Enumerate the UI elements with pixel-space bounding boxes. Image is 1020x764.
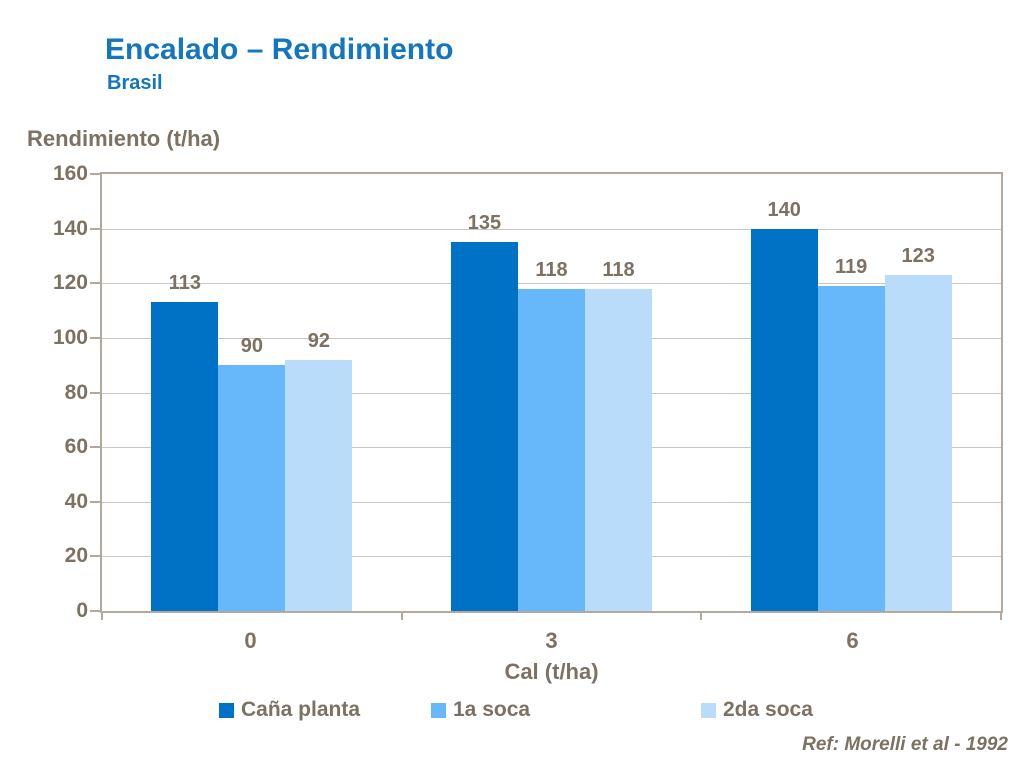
y-axis-ticks <box>90 172 100 613</box>
x-axis-ticks <box>100 613 1003 620</box>
bar-value-label: 123 <box>901 245 935 268</box>
bar-group: 113 90 92 <box>102 174 402 611</box>
y-tick-mark <box>90 446 100 449</box>
bar-fill <box>584 288 652 611</box>
x-tick-mark <box>1000 613 1002 620</box>
bar-fill <box>151 302 219 611</box>
y-tick-label: 160 <box>52 162 88 185</box>
y-tick-mark <box>90 282 100 285</box>
bar-fill <box>450 242 518 611</box>
legend-item: 2da soca <box>701 696 813 724</box>
gridline <box>102 283 1001 285</box>
bar: 123 <box>884 174 952 611</box>
x-tick-mark <box>401 613 403 620</box>
y-tick-label: 0 <box>76 599 88 622</box>
y-tick-label: 80 <box>64 380 88 404</box>
bar-value-label: 140 <box>767 198 801 221</box>
x-category-label: 6 <box>846 628 859 653</box>
bar: 140 <box>750 174 818 611</box>
chart-legend: Caña planta 1a soca 2da soca <box>0 696 1020 724</box>
reference-text: Ref: Morelli et al - 1992 <box>802 734 1008 755</box>
y-tick-mark <box>90 227 100 230</box>
y-tick-mark <box>90 500 100 503</box>
legend-label: Caña planta <box>241 698 361 721</box>
bar-fill <box>884 275 952 611</box>
x-tick-mark <box>101 613 103 620</box>
y-axis-title: Rendimiento (t/ha) <box>27 126 221 151</box>
legend-label: 2da soca <box>723 698 813 721</box>
bar-fill <box>750 228 818 611</box>
bar: 113 <box>151 174 219 611</box>
y-tick-mark <box>90 555 100 558</box>
legend-item: Caña planta <box>219 696 360 724</box>
x-category-label: 3 <box>545 628 558 653</box>
y-tick-label: 120 <box>52 271 88 295</box>
bar: 90 <box>218 174 286 611</box>
bar: 118 <box>517 174 585 611</box>
y-tick-mark <box>90 336 100 339</box>
x-axis-title: Cal (t/ha) <box>504 659 599 684</box>
legend-swatch-icon <box>701 702 716 718</box>
bar-group: 140 119 123 <box>701 174 1001 611</box>
bar-value-label: 119 <box>835 255 868 278</box>
x-axis-tick-labels: 0 3 6 <box>100 629 1003 655</box>
y-tick-label: 40 <box>64 489 88 513</box>
y-tick-label: 100 <box>52 325 88 349</box>
y-tick-label: 20 <box>64 544 88 568</box>
y-tick-mark <box>90 391 100 394</box>
bar-value-label: 92 <box>307 329 330 352</box>
bar-value-label: 113 <box>168 272 201 295</box>
bar-value-label: 135 <box>467 212 502 235</box>
gridline <box>102 228 1001 230</box>
bar: 92 <box>285 174 353 611</box>
legend-swatch-icon <box>431 702 446 718</box>
page-subtitle: Brasil <box>107 72 163 94</box>
legend-swatch-icon <box>219 702 234 718</box>
plot-area: 113 90 92 135 118 118 140 119 123 <box>100 172 1003 613</box>
bar-fill <box>285 359 353 611</box>
page-title: Encalado – Rendimiento <box>105 33 454 66</box>
bar-value-label: 118 <box>602 258 635 281</box>
legend-item: 1a soca <box>431 696 530 724</box>
y-tick-mark <box>90 173 100 175</box>
y-tick-label: 140 <box>52 216 88 240</box>
y-tick-label: 60 <box>64 435 88 459</box>
y-tick-mark <box>90 610 100 612</box>
bar: 119 <box>817 174 885 611</box>
bar-value-label: 118 <box>535 258 568 281</box>
bar-fill <box>817 285 885 611</box>
x-category-label: 0 <box>244 628 257 653</box>
y-axis-tick-labels: 0 20 40 60 80 100 120 140 160 <box>0 162 88 622</box>
bar-fill <box>517 288 585 611</box>
x-tick-mark <box>700 613 702 620</box>
bar: 118 <box>584 174 652 611</box>
bar-group: 135 118 118 <box>402 174 702 611</box>
legend-label: 1a soca <box>453 698 531 721</box>
bar: 135 <box>450 174 518 611</box>
bar-fill <box>218 365 286 611</box>
bar-value-label: 90 <box>240 335 263 358</box>
